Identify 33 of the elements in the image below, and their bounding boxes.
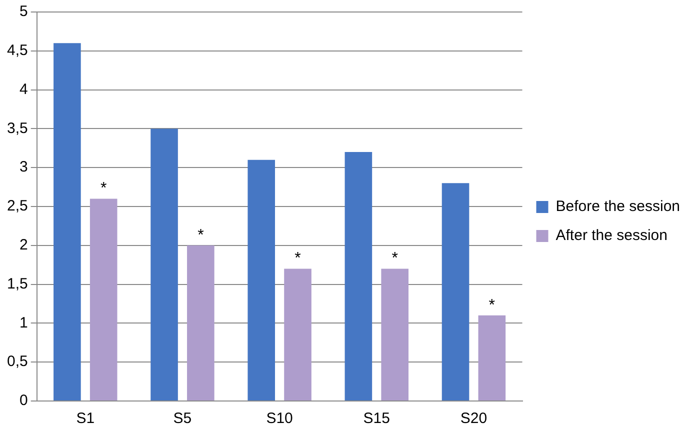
bar [248, 160, 276, 400]
annotation: * [294, 250, 301, 268]
x-tick-label: S10 [266, 410, 293, 428]
bar [344, 152, 372, 400]
y-tick-label: 1,5 [6, 275, 28, 292]
annotation: * [198, 226, 204, 244]
y-tick-label: 4 [20, 80, 28, 98]
y-tick-label: 1 [20, 314, 28, 332]
bar [478, 315, 506, 400]
legend-label: After the session [556, 227, 668, 244]
y-tick-label: 2 [20, 236, 28, 254]
x-tick-label: S5 [173, 410, 192, 428]
annotation: * [392, 250, 398, 268]
x-tick-label: S20 [460, 410, 488, 428]
bar [284, 268, 312, 400]
x-tick-label: S1 [76, 410, 95, 428]
legend-label: Before the session [556, 198, 680, 216]
bar [381, 268, 408, 400]
y-tick-label: 3,5 [6, 120, 28, 137]
y-tick-label: 5 [20, 3, 28, 20]
bar [90, 198, 118, 400]
x-tick-label: S15 [363, 410, 390, 428]
y-tick-label: 3 [20, 158, 28, 176]
bar [150, 128, 178, 400]
annotation: * [488, 296, 496, 314]
y-tick-label: 4,5 [6, 42, 28, 60]
y-tick-label: 0 [20, 392, 28, 410]
bar [442, 183, 470, 400]
bar [54, 43, 81, 400]
annotation: * [100, 180, 107, 198]
y-tick-label: 2,5 [6, 198, 28, 215]
y-tick-label: 0,5 [6, 353, 28, 370]
bar [187, 245, 214, 400]
